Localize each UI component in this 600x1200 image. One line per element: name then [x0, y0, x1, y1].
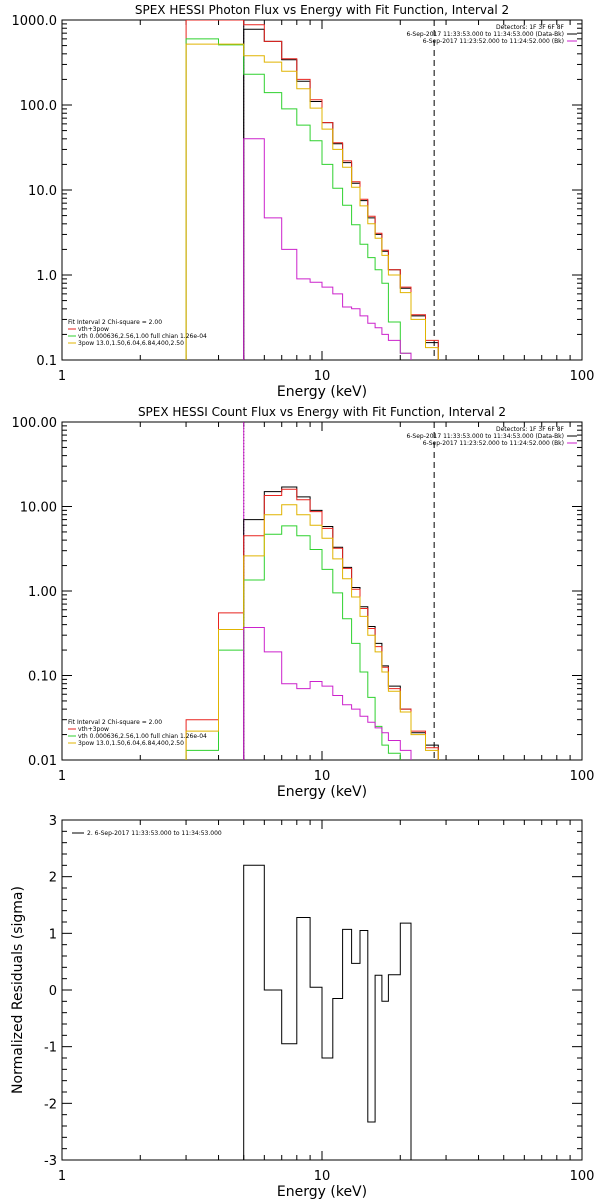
x-tick-label: 1 — [58, 769, 66, 784]
legend-bottom-left-text: 3pow 13.0,1.50,6.04,6.84,400,2.50 — [78, 340, 184, 347]
x-tick-label: 100 — [570, 769, 595, 784]
x-tick-label: 100 — [570, 1169, 595, 1184]
y-tick-label: 1 — [49, 927, 57, 942]
y-tick-label: 0.01 — [28, 754, 57, 769]
series-line-residuals — [243, 864, 412, 1160]
series-line-3pow — [185, 43, 439, 360]
series-line-data-bk — [243, 28, 439, 360]
legend-bottom-left-text: Fit Interval 2 Chi-square = 2.00 — [68, 719, 162, 726]
y-tick-label: 10.0 — [28, 184, 57, 199]
plot-frame — [61, 421, 583, 761]
legend-top-right-text: 6-Sep-2017 11:33:53.000 to 11:34:53.000 … — [406, 31, 564, 38]
legend-bottom-left-text: vth 0.000636,2.56,1.00 full chian 1.26e-… — [78, 333, 207, 340]
series-line-data-bk — [243, 486, 439, 760]
chart-title: SPEX HESSI Photon Flux vs Energy with Fi… — [135, 3, 509, 17]
y-axis-label: Normalized Residuals (sigma) — [10, 886, 26, 1094]
y-tick-label: 3 — [49, 814, 57, 829]
panel-3: 1 10 100 Energy (keV) -3 -2 -1 0 1 2 3 Normalized R… — [10, 814, 594, 1200]
x-tick-label: 1 — [58, 1169, 66, 1184]
series-line-bk — [243, 138, 412, 360]
plot-frame — [61, 19, 583, 361]
legend-bottom-left-text: 3pow 13.0,1.50,6.04,6.84,400,2.50 — [78, 740, 184, 747]
y-tick-label: 0.1 — [36, 354, 57, 369]
y-tick-label: 0.10 — [28, 670, 57, 685]
legend-bottom-left-text: Fit Interval 2 Chi-square = 2.00 — [68, 319, 162, 326]
panel-2: SPEX HESSI Count Flux vs Energy with Fit… — [12, 405, 595, 800]
x-tick-label: 10 — [314, 1169, 331, 1184]
series-line-vth-3pow — [185, 488, 439, 760]
y-tick-label: 10.00 — [20, 501, 57, 516]
legend-bottom-left-text: vth 0.000636,2.56,1.00 full chian 1.26e-… — [78, 733, 207, 740]
legend-top-right-text: 6-Sep-2017 11:23:52.000 to 11:24:52.000 … — [423, 38, 564, 45]
y-tick-label: 100.00 — [12, 416, 58, 431]
y-tick-label: -2 — [44, 1097, 57, 1112]
panel-1: SPEX HESSI Photon Flux vs Energy with Fi… — [12, 3, 595, 400]
y-tick-label: 100.0 — [20, 99, 57, 114]
x-axis-label: Energy (keV) — [277, 1184, 367, 1200]
series-line-3pow — [185, 504, 439, 760]
legend-top-right-text: Detectors: 1F 3F 6F 8F — [496, 426, 565, 433]
y-tick-label: 2 — [49, 871, 57, 886]
chart-title: SPEX HESSI Count Flux vs Energy with Fit… — [138, 405, 506, 419]
y-tick-label: -3 — [44, 1154, 57, 1169]
y-tick-label: 1.00 — [28, 585, 57, 600]
x-tick-label: 10 — [314, 369, 331, 384]
legend-bottom-left-text: vth+3pow — [78, 326, 109, 333]
series-line-vth-3pow — [185, 20, 439, 360]
y-tick-label: 0 — [49, 984, 57, 999]
legend-top-right-text: Detectors: 1F 3F 6F 8F — [496, 24, 565, 31]
y-tick-label: -1 — [44, 1041, 57, 1056]
x-axis-label: Energy (keV) — [277, 384, 367, 400]
x-tick-label: 10 — [314, 769, 331, 784]
series-line-bk — [243, 627, 412, 760]
y-tick-label: 1.0 — [36, 269, 57, 284]
x-axis-label: Energy (keV) — [277, 784, 367, 800]
x-tick-label: 100 — [570, 369, 595, 384]
y-tick-label: 1000.0 — [12, 14, 58, 29]
series-line-vth — [185, 38, 412, 360]
legend-top-right-text: 6-Sep-2017 11:23:52.000 to 11:24:52.000 … — [423, 440, 564, 447]
legend-text: 2. 6-Sep-2017 11:33:53.000 to 11:34:53.0… — [87, 830, 222, 837]
legend-top-right-text: 6-Sep-2017 11:33:53.000 to 11:34:53.000 … — [406, 433, 564, 440]
legend-bottom-left-text: vth+3pow — [78, 726, 109, 733]
series-line-vth — [185, 525, 401, 760]
x-tick-label: 1 — [58, 369, 66, 384]
